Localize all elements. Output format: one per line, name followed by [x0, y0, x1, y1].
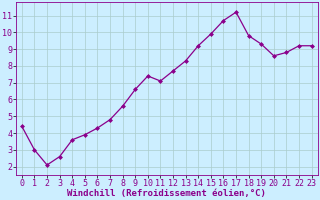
X-axis label: Windchill (Refroidissement éolien,°C): Windchill (Refroidissement éolien,°C) [67, 189, 266, 198]
